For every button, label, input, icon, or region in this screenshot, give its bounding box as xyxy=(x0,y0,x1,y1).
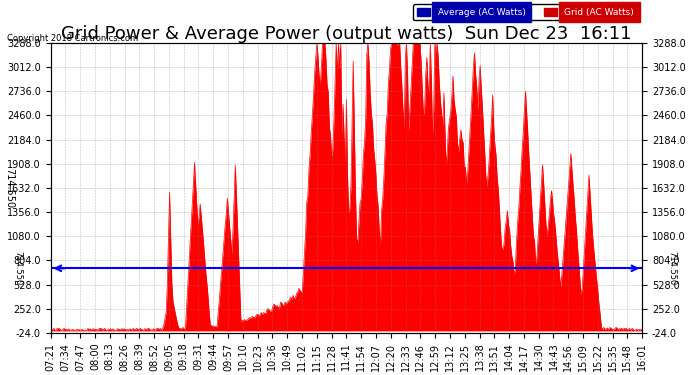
Text: 714.550: 714.550 xyxy=(667,251,676,285)
Y-axis label: 714.550: 714.550 xyxy=(4,168,14,208)
Legend: Average (AC Watts), Grid (AC Watts): Average (AC Watts), Grid (AC Watts) xyxy=(413,4,638,20)
Title: Grid Power & Average Power (output watts)  Sun Dec 23  16:11: Grid Power & Average Power (output watts… xyxy=(61,25,631,43)
Text: 714.550: 714.550 xyxy=(14,251,23,285)
Text: Copyright 2018 Cartronics.com: Copyright 2018 Cartronics.com xyxy=(7,34,138,43)
